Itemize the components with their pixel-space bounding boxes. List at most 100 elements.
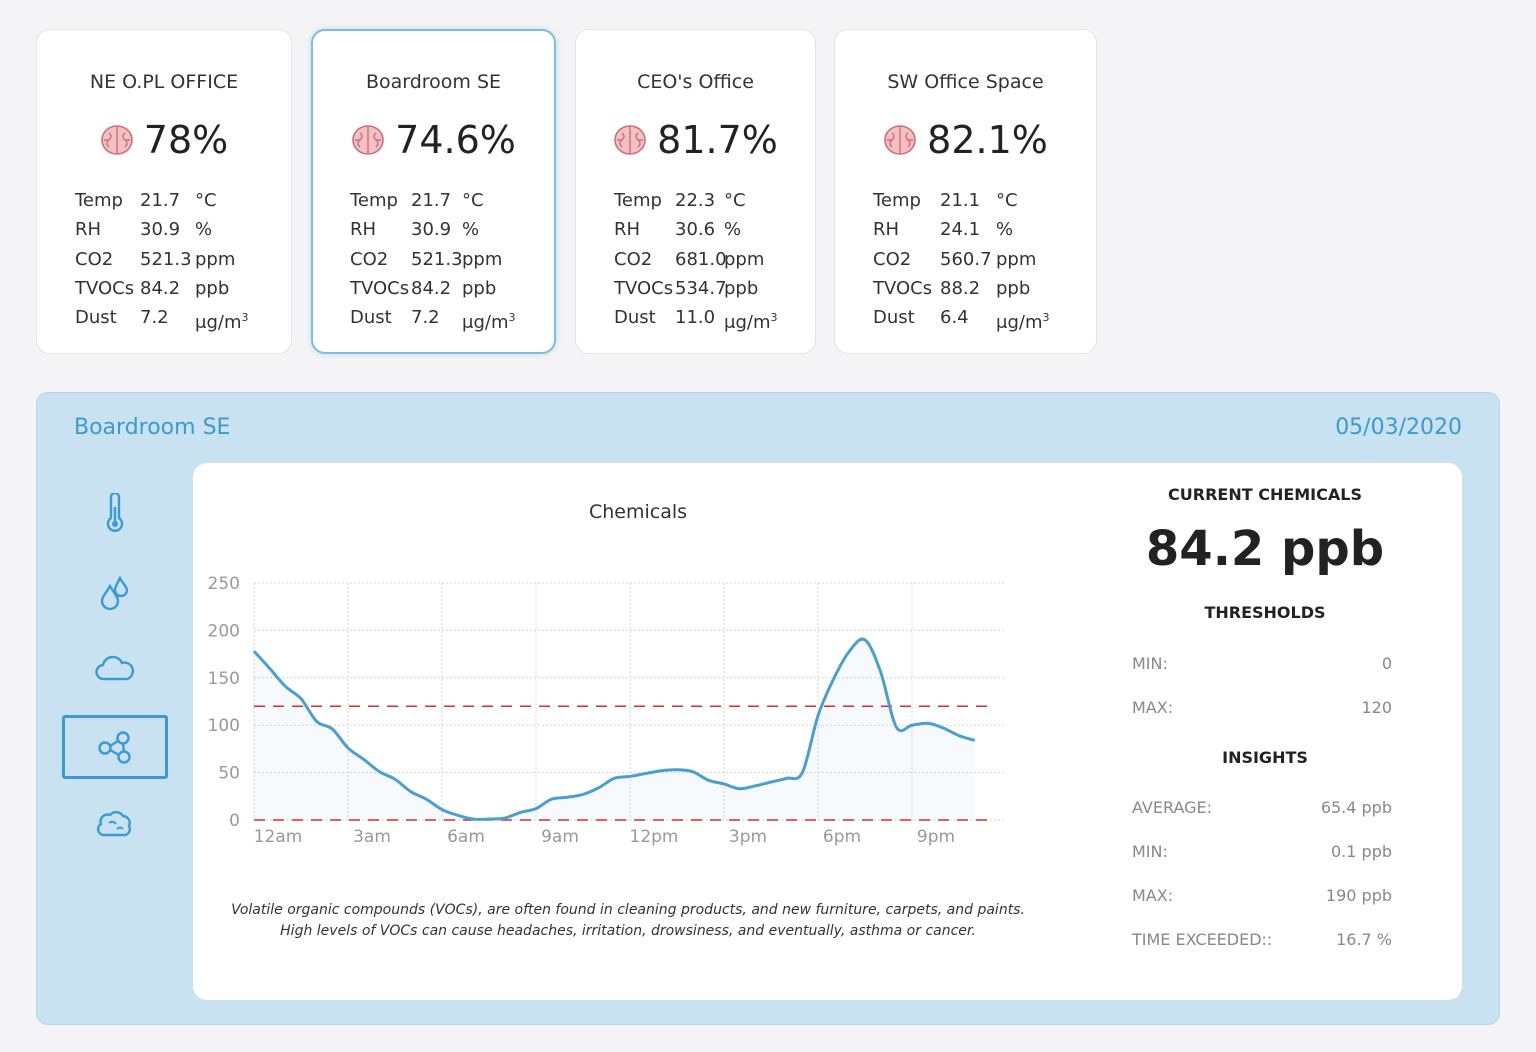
metric-label: Dust (614, 307, 656, 329)
data-point (425, 798, 427, 800)
y-tick-label: 0 (229, 811, 240, 831)
metric-row: CO2 681.0 ppm (614, 245, 777, 274)
metric-value: 560.7 (940, 248, 992, 270)
thermometer-icon[interactable] (62, 481, 168, 545)
data-point (598, 787, 600, 789)
metric-value: 521.3 (140, 248, 192, 270)
data-point (394, 778, 396, 780)
data-point (253, 650, 255, 652)
data-point (363, 758, 365, 760)
metric-row: Temp 21.1 °C (873, 186, 1049, 215)
metrics-table: Temp 21.7 °C RH 30.9% CO2 521.3 ppm TVOCs 84.2… (350, 186, 515, 337)
metric-value: 30.9 (140, 219, 181, 241)
x-tick-label: 9pm (917, 827, 955, 847)
threshold-value: 0 (1381, 654, 1392, 673)
room-card-boardroom-se[interactable]: Boardroom SE 74.6% Temp 21.7 °C RH 30.9% CO… (311, 29, 556, 354)
data-point (786, 777, 788, 779)
metric-value: 30.6 (675, 219, 716, 241)
data-point (958, 735, 960, 737)
droplets-icon[interactable] (62, 560, 168, 624)
data-point (519, 811, 521, 814)
metric-unit: ppm (462, 248, 503, 270)
panel-date: 05/03/2020 (1335, 415, 1462, 440)
room-card-ne-opl-office[interactable]: NE O.PL OFFICE 78% Temp 21.7 °C RH 30.9% CO… (36, 29, 292, 354)
data-point (457, 814, 459, 816)
threshold-label: MIN: (1132, 654, 1168, 673)
cloud-icon[interactable] (62, 637, 168, 701)
data-point (331, 728, 333, 730)
metric-label: Dust (873, 307, 915, 329)
metric-label: RH (75, 219, 102, 241)
metric-label: Dust (350, 307, 392, 329)
metric-row: TVOCs 84.2 ppb (350, 274, 515, 303)
threshold-value: 120 (1361, 698, 1392, 717)
metric-unit: % (195, 219, 213, 241)
current-heading: CURRENT CHEMICALS (1168, 485, 1362, 504)
metric-unit: ppm (996, 248, 1037, 270)
metric-value: 88.2 (940, 277, 981, 299)
metric-label: TVOCs (614, 277, 674, 299)
chemicals-line-chart: 0 50 100 150 200 250 12am 3am 6am 9am 12pm 3pm 6pm 9p… (208, 574, 1006, 847)
y-tick-label: 150 (208, 669, 240, 689)
metric-row: Dust 11.0 μg/m3 (614, 303, 777, 337)
x-tick-label: 6am (447, 827, 485, 847)
metric-row: RH 30.9% (75, 215, 248, 244)
score-value: 78% (143, 118, 229, 162)
data-point (410, 790, 412, 793)
x-tick-label: 12pm (630, 827, 679, 847)
molecule-icon[interactable] (62, 715, 168, 779)
dust-cloud-icon[interactable] (62, 793, 168, 857)
metric-unit: μg/m3 (724, 311, 778, 334)
series-area (254, 639, 975, 820)
metric-row: TVOCs 84.2 ppb (75, 274, 248, 303)
data-point (300, 698, 302, 700)
data-point (660, 770, 662, 772)
card-title: Boardroom SE (365, 71, 502, 93)
voc-description: Volatile organic compounds (VOCs), are o… (231, 902, 1025, 939)
metric-row: RH 30.9% (350, 215, 515, 244)
metrics-table: Temp 21.7 °C RH 30.9% CO2 521.3 ppm TVOCs 84.2… (75, 186, 248, 337)
metric-unit: % (724, 219, 742, 241)
detail-panel: Boardroom SE 05/03/2020 Chemicals 0 50 100… (36, 392, 1500, 1025)
data-point (707, 779, 709, 781)
metric-value: 7.2 (140, 307, 169, 329)
insights-heading: INSIGHTS (1222, 748, 1308, 767)
metric-row: CO2 521.3 ppm (350, 245, 515, 274)
metric-unit: °C (195, 190, 217, 211)
metric-row: Dust 7.2 μg/m3 (350, 303, 515, 337)
data-point (974, 739, 976, 741)
metric-row: TVOCs 88.2 ppb (873, 274, 1049, 303)
data-point (441, 808, 443, 811)
data-point (848, 650, 850, 652)
insight-row-time-exceeded: TIME EXCEEDED:: 16.7 % (1132, 930, 1392, 949)
metric-row: Temp 21.7 °C (350, 186, 515, 215)
brain-icon (614, 125, 646, 155)
metric-label: Temp (350, 190, 398, 211)
brain-icon (100, 125, 133, 155)
metric-label: CO2 (350, 248, 389, 270)
insight-label: MAX: (1132, 886, 1174, 905)
metric-unit: ppb (462, 277, 497, 299)
y-tick-label: 250 (208, 574, 240, 594)
data-point (269, 667, 271, 669)
metric-value: 6.4 (940, 307, 969, 329)
data-point (692, 771, 694, 773)
card-score: 82.1% (835, 118, 1096, 162)
metric-unit: °C (724, 190, 746, 211)
metric-value: 11.0 (675, 307, 716, 329)
insight-label: TIME EXCEEDED:: (1132, 930, 1273, 949)
metric-value: 21.7 (411, 190, 452, 211)
metric-label: Temp (75, 190, 123, 211)
metric-value: 84.2 (411, 277, 452, 299)
room-card-ceos-office[interactable]: CEO's Office 81.7% Temp 22.3 °C RH 30.6% CO… (575, 29, 816, 354)
insight-value: 0.1 ppb (1331, 842, 1392, 861)
metric-label: CO2 (873, 248, 912, 270)
y-tick-label: 50 (218, 764, 240, 784)
chart-card: Chemicals 0 50 100 150 200 250 12am 3am 6am 9am 12… (193, 463, 1462, 1000)
room-card-sw-office-space[interactable]: SW Office Space 82.1% Temp 21.1 °C RH 24.1%… (834, 29, 1097, 354)
brain-icon (352, 125, 384, 155)
data-point (378, 771, 380, 773)
metric-row: CO2 521.3 ppm (75, 245, 248, 274)
metric-unit: % (996, 219, 1014, 241)
data-point (942, 727, 944, 729)
